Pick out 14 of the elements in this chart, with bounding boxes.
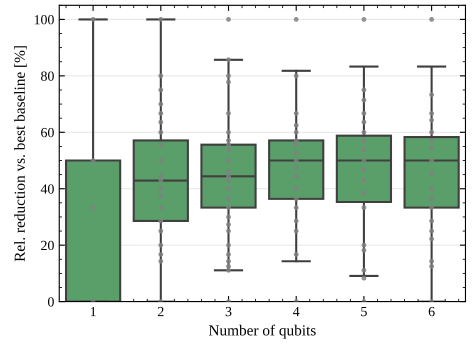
y-tick-label: 40 — [40, 184, 54, 194]
x-tick-label: 5 — [361, 307, 367, 316]
y-tick-label: 20 — [41, 240, 54, 250]
x-tick-label: 2 — [158, 306, 164, 316]
x-axis-title: Number of qubits — [208, 324, 316, 339]
x-tick-label: 4 — [293, 306, 300, 316]
y-tick-label: 100 — [34, 15, 54, 24]
x-tick-label: 1 — [90, 306, 96, 316]
y-tick-label: 80 — [41, 71, 54, 81]
x-tick-label: 3 — [226, 306, 232, 316]
y-tick-label: 0 — [48, 297, 54, 307]
y-axis-title: Rel. reduction vs. best baseline [%] — [14, 46, 27, 262]
y-tick-label: 60 — [41, 128, 54, 138]
x-tick-label: 6 — [428, 306, 435, 316]
